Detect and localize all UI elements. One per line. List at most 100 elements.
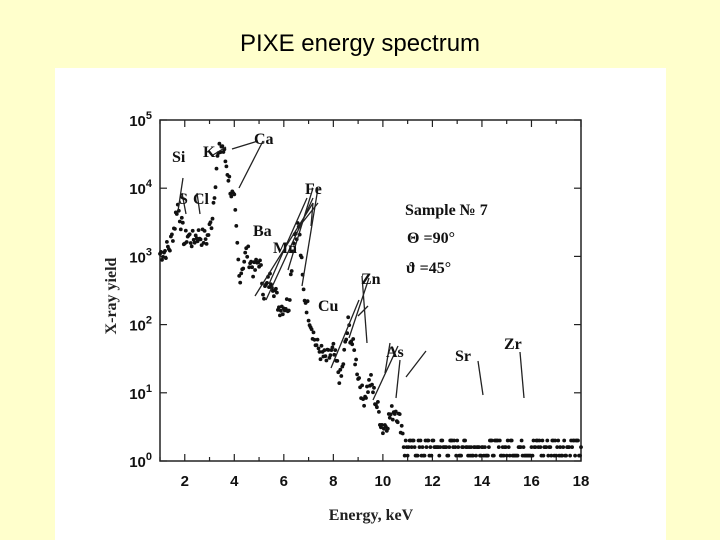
spectrum-point xyxy=(279,308,283,313)
spectrum-point xyxy=(469,445,473,449)
spectrum-point xyxy=(278,313,282,318)
spectrum-point xyxy=(409,445,414,449)
spectrum-point xyxy=(253,268,257,272)
spectrum-point xyxy=(459,453,463,458)
spectrum-point xyxy=(261,292,265,297)
spectrum-point xyxy=(217,141,222,146)
y-tick-label: 105 xyxy=(129,110,152,130)
spectrum-point xyxy=(437,453,442,458)
x-axis-label: Energy, keV xyxy=(329,507,414,524)
slide-title: PIXE energy spectrum xyxy=(239,30,481,57)
annotation-line: ϑ =45° xyxy=(406,260,451,277)
spectrum-point xyxy=(235,240,240,245)
spectrum-point xyxy=(573,453,577,458)
spectrum-point xyxy=(553,438,558,443)
spectrum-point xyxy=(426,438,431,443)
spectrum-point xyxy=(335,359,340,363)
spectrum-point xyxy=(286,308,291,313)
spectrum-point xyxy=(474,453,478,458)
spectrum-point xyxy=(346,315,351,320)
spectrum-point xyxy=(204,242,209,246)
spectrum-point xyxy=(194,236,199,241)
spectrum-point xyxy=(496,445,501,449)
spectrum-point xyxy=(168,248,172,253)
spectrum-point xyxy=(338,367,343,372)
spectrum-point xyxy=(227,174,232,179)
spectrum-point xyxy=(323,354,328,358)
spectrum-point xyxy=(555,445,560,449)
spectrum-point xyxy=(326,348,331,352)
y-tick-label: 100 xyxy=(129,451,152,471)
spectrum-point xyxy=(515,453,520,458)
spectrum-point xyxy=(301,287,306,292)
spectrum-point xyxy=(332,352,337,357)
element-label: Sr xyxy=(455,348,471,365)
spectrum-point xyxy=(365,384,369,389)
spectrum-point xyxy=(548,445,553,449)
spectrum-point xyxy=(246,244,251,249)
spectrum-point xyxy=(402,453,407,458)
plot-frame xyxy=(159,119,582,462)
spectrum-point xyxy=(238,280,243,285)
y-tick-label: 103 xyxy=(129,246,152,266)
spectrum-point xyxy=(202,229,207,233)
spectrum-point xyxy=(203,237,208,242)
peak-arrow xyxy=(310,202,314,227)
spectrum-point xyxy=(191,237,196,242)
spectrum-point xyxy=(159,250,163,254)
x-tick-label: 10 xyxy=(375,473,392,490)
spectrum-point xyxy=(412,445,417,449)
spectrum-point xyxy=(249,259,254,264)
spectrum-points xyxy=(158,141,583,458)
spectrum-point xyxy=(369,373,373,377)
spectrum-point xyxy=(505,438,510,443)
spectrum-point xyxy=(503,445,508,449)
y-axis-label: X-ray yield xyxy=(103,257,120,334)
spectrum-point xyxy=(252,260,256,265)
spectrum-point xyxy=(284,297,289,301)
peak-arrow xyxy=(384,342,391,374)
element-label: K xyxy=(203,144,216,161)
spectrum-point xyxy=(163,249,167,253)
spectrum-point xyxy=(487,445,491,449)
pixe-spectrum-chart: 2 4 6 8 10 12 14 16 18 100 101 102 103 104 105 Energy… xyxy=(103,110,589,524)
spectrum-point xyxy=(537,438,542,443)
spectrum-point xyxy=(529,445,534,449)
spectrum-point xyxy=(497,438,502,443)
spectrum-point xyxy=(377,410,381,414)
spectrum-point xyxy=(390,417,395,422)
spectrum-point xyxy=(224,164,229,169)
sample-annotation: Sample № 7 Θ =90° ϑ =45° xyxy=(405,202,488,277)
spectrum-point xyxy=(578,453,582,458)
spectrum-point xyxy=(350,342,355,347)
spectrum-point xyxy=(399,423,404,428)
x-tick-label: 4 xyxy=(230,473,239,490)
peak-arrow xyxy=(395,359,401,399)
spectrum-point xyxy=(521,445,526,449)
spectrum-point xyxy=(171,239,175,243)
spectrum-point xyxy=(342,347,347,352)
spectrum-point xyxy=(277,305,281,310)
spectrum-point xyxy=(561,445,566,449)
spectrum-point xyxy=(352,348,357,352)
spectrum-point xyxy=(215,154,220,158)
spectrum-point xyxy=(546,453,551,458)
spectrum-point xyxy=(247,265,252,270)
element-label: Fe xyxy=(305,181,322,198)
spectrum-point xyxy=(212,196,217,200)
spectrum-point xyxy=(531,438,536,443)
spectrum-point xyxy=(429,453,434,458)
spectrum-point xyxy=(274,286,278,291)
spectrum-point xyxy=(403,438,408,443)
spectrum-point xyxy=(234,224,239,228)
spectrum-point xyxy=(420,445,425,449)
spectrum-point xyxy=(242,259,247,264)
y-tick-label: 104 xyxy=(129,178,153,198)
spectrum-point xyxy=(387,415,392,420)
peak-arrow xyxy=(231,140,259,150)
spectrum-point xyxy=(371,390,375,395)
spectrum-point xyxy=(400,431,405,436)
spectrum-point xyxy=(370,382,374,387)
spectrum-point xyxy=(355,372,359,377)
spectrum-point xyxy=(389,404,394,408)
